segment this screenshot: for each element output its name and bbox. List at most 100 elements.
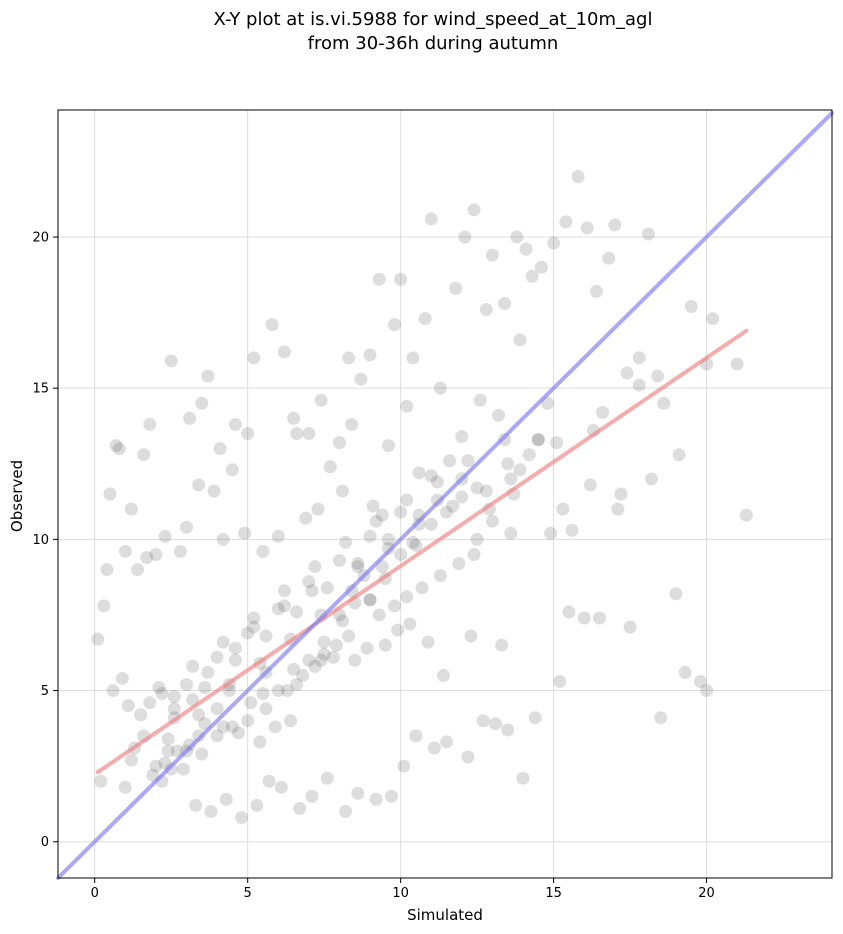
scatter-point (345, 417, 359, 431)
scatter-point (339, 535, 353, 549)
scatter-point (228, 641, 242, 655)
scatter-point (131, 563, 145, 577)
scatter-point (179, 520, 193, 534)
scatter-point (488, 717, 502, 731)
scatter-point (623, 620, 637, 634)
scatter-point (183, 738, 197, 752)
scatter-point (97, 599, 111, 613)
scatter-point (412, 466, 426, 480)
scatter-point (580, 221, 594, 235)
scatter-point (241, 427, 255, 441)
scatter-point (121, 699, 135, 713)
scatter-point (369, 792, 383, 806)
chart-title-line1: X-Y plot at is.vi.5988 for wind_speed_at… (214, 9, 653, 30)
plot-area-frame (57, 109, 833, 879)
scatter-point (231, 726, 245, 740)
scatter-point (693, 674, 707, 688)
scatter-point (513, 333, 527, 347)
scatter-point (124, 753, 138, 767)
scatter-point (311, 502, 325, 516)
scatter-point (608, 218, 622, 232)
scatter-point (550, 436, 564, 450)
scatter-point (461, 454, 475, 468)
scatter-point (262, 774, 276, 788)
scatter-point (381, 439, 395, 453)
scatter-point (403, 617, 417, 631)
scatter-point (461, 750, 475, 764)
identity-line (56, 111, 834, 880)
scatter-point (314, 393, 328, 407)
y-tick-label: 5 (41, 684, 49, 699)
scatter-point (277, 584, 291, 598)
x-tick-label: 0 (91, 886, 99, 901)
scatter-point (547, 236, 561, 250)
scatter-point (271, 529, 285, 543)
scatter-point (381, 541, 395, 555)
scatter-point (161, 744, 175, 758)
scatter-point (225, 463, 239, 477)
scatter-point (440, 505, 454, 519)
scatter-point (320, 771, 334, 785)
scatter-point (632, 378, 646, 392)
scatter-point (290, 427, 304, 441)
scatter-point (372, 272, 386, 286)
scatter-point (323, 460, 337, 474)
scatter-point (363, 348, 377, 362)
scatter-point (424, 212, 438, 226)
scatter-point (430, 475, 444, 489)
scatter-point (360, 641, 374, 655)
scatter-point (455, 430, 469, 444)
scatter-point (363, 529, 377, 543)
scatter-point (394, 272, 408, 286)
scatter-point (271, 602, 285, 616)
scatter-point (253, 735, 267, 749)
scatter-point (305, 789, 319, 803)
scatter-point (348, 653, 362, 667)
scatter-point (296, 668, 310, 682)
scatter-point (528, 711, 542, 725)
scatter-point (645, 472, 659, 486)
scatter-point (277, 345, 291, 359)
scatter-point (173, 544, 187, 558)
scatter-point (522, 448, 536, 462)
scatter-point (592, 611, 606, 625)
scatter-point (501, 723, 515, 737)
scatter-point (443, 454, 457, 468)
scatter-point (176, 762, 190, 776)
scatter-point (167, 690, 181, 704)
scatter-point (134, 708, 148, 722)
scatter-point (730, 357, 744, 371)
scatter-point (271, 684, 285, 698)
scatter-point (378, 638, 392, 652)
scatter-point (317, 635, 331, 649)
reference-lines (56, 111, 834, 880)
scatter-point (467, 547, 481, 561)
scatter-point (342, 629, 356, 643)
scatter-point (351, 786, 365, 800)
scatter-point (409, 538, 423, 552)
scatter-point (684, 300, 698, 314)
scatter-point (381, 532, 395, 546)
scatter-point (556, 502, 570, 516)
scatter-point (140, 550, 154, 564)
scatter-point (470, 532, 484, 546)
scatter-point (388, 599, 402, 613)
scatter-point (553, 674, 567, 688)
scatter-point (421, 635, 435, 649)
scatter-point (476, 714, 490, 728)
scatter-point (280, 684, 294, 698)
scatter-point (544, 526, 558, 540)
scatter-point (274, 780, 288, 794)
scatter-point (473, 393, 487, 407)
scatter-point (137, 448, 151, 462)
scatter-point (430, 493, 444, 507)
scatter-point (158, 529, 172, 543)
scatter-point (268, 720, 282, 734)
scatter-point (562, 605, 576, 619)
scatter-point (247, 611, 261, 625)
scatter-point (596, 405, 610, 419)
scatter-point (155, 687, 169, 701)
scatter-point (259, 629, 273, 643)
scatter-point (216, 635, 230, 649)
scatter-point (657, 396, 671, 410)
